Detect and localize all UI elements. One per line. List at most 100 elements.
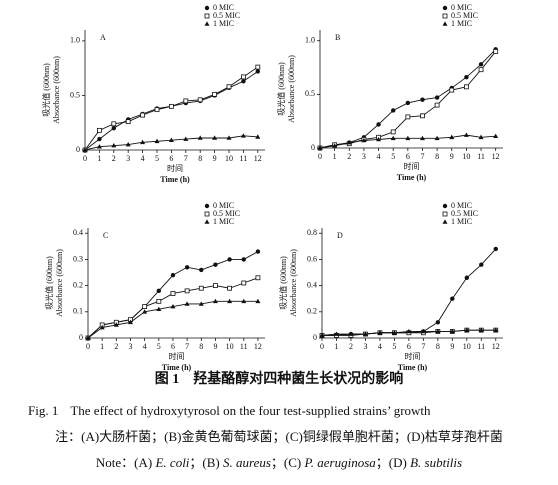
marker bbox=[85, 335, 91, 340]
marker bbox=[377, 330, 383, 335]
x-tick-label: 3 bbox=[126, 154, 130, 163]
x-tick-label: 4 bbox=[377, 152, 381, 161]
marker bbox=[362, 331, 368, 336]
marker bbox=[113, 322, 119, 327]
x-tick-label: 12 bbox=[254, 342, 262, 351]
x-tick-label: 10 bbox=[226, 342, 234, 351]
marker bbox=[435, 328, 441, 334]
y-label: Absorbance (600nm) bbox=[55, 249, 64, 317]
series-line bbox=[319, 51, 497, 149]
marker bbox=[434, 95, 440, 100]
x-tick-label: 6 bbox=[169, 154, 173, 163]
x-tick-label: 5 bbox=[155, 154, 159, 163]
marker bbox=[127, 319, 133, 325]
marker bbox=[464, 75, 469, 80]
y-tick-label: 0.8 bbox=[307, 228, 317, 237]
x-tick-label: 12 bbox=[492, 342, 500, 351]
marker bbox=[449, 328, 455, 334]
x-label: Time (h) bbox=[397, 173, 427, 182]
x-label-cn: 时间 bbox=[167, 163, 183, 173]
marker bbox=[204, 13, 210, 19]
series-line bbox=[319, 48, 497, 149]
y-tick-label: 0.4 bbox=[73, 228, 83, 237]
marker bbox=[111, 121, 117, 127]
marker bbox=[479, 262, 484, 267]
marker bbox=[204, 219, 210, 224]
marker bbox=[464, 275, 469, 280]
marker bbox=[463, 84, 469, 90]
marker bbox=[212, 135, 218, 140]
y-tick-label: 0.2 bbox=[307, 307, 317, 316]
x-tick-label: 1 bbox=[100, 342, 104, 351]
legend-label: 0 MIC bbox=[451, 201, 472, 210]
marker bbox=[156, 306, 162, 311]
marker bbox=[493, 133, 499, 138]
marker bbox=[227, 285, 233, 291]
marker bbox=[227, 298, 233, 304]
y-tick-label: 0.6 bbox=[307, 254, 317, 263]
y-label: Absorbance (600nm) bbox=[287, 55, 296, 123]
marker bbox=[435, 320, 441, 325]
marker bbox=[170, 272, 176, 278]
marker bbox=[170, 303, 176, 309]
x-label-cn: 时间 bbox=[404, 161, 420, 171]
caption-title-cn: 图 1 羟基酪醇对四种菌生长状况的影响 bbox=[155, 370, 404, 387]
marker bbox=[255, 249, 261, 254]
y-tick-label: 0 bbox=[79, 333, 83, 342]
marker bbox=[442, 211, 448, 217]
x-tick-label: 0 bbox=[320, 342, 324, 351]
x-tick-label: 7 bbox=[185, 342, 189, 351]
marker bbox=[184, 288, 190, 294]
note-segment: Note：(A) bbox=[96, 455, 156, 470]
y-label-cn: 吸光值 (600nm) bbox=[278, 256, 288, 310]
marker bbox=[390, 129, 396, 135]
x-tick-label: 11 bbox=[477, 152, 485, 161]
panel-label: A bbox=[100, 33, 106, 42]
marker bbox=[442, 13, 448, 19]
figure-number: 图 1 bbox=[155, 371, 180, 387]
marker bbox=[183, 136, 189, 141]
marker bbox=[420, 113, 425, 119]
marker bbox=[346, 140, 352, 145]
marker bbox=[333, 331, 339, 336]
marker bbox=[390, 135, 396, 141]
marker bbox=[442, 219, 448, 224]
x-tick-label: 10 bbox=[462, 152, 470, 161]
marker bbox=[154, 138, 160, 144]
x-tick-label: 11 bbox=[240, 342, 248, 351]
x-tick-label: 9 bbox=[213, 342, 217, 351]
marker bbox=[348, 331, 354, 336]
y-tick-label: 1.0 bbox=[305, 36, 315, 45]
marker bbox=[240, 133, 246, 138]
x-tick-label: 0 bbox=[86, 342, 90, 351]
marker bbox=[317, 145, 323, 150]
marker bbox=[241, 79, 246, 84]
marker bbox=[97, 127, 102, 133]
y-label: Absorbance (600nm) bbox=[289, 249, 298, 317]
x-tick-label: 12 bbox=[492, 152, 500, 161]
x-tick-label: 0 bbox=[318, 152, 322, 161]
legend-label: 0 MIC bbox=[451, 3, 472, 12]
legend-label: 0.5 MIC bbox=[213, 209, 240, 218]
x-label: Time (h) bbox=[398, 363, 428, 372]
marker bbox=[213, 283, 218, 289]
marker bbox=[204, 203, 210, 209]
marker bbox=[493, 246, 498, 252]
x-tick-label: 8 bbox=[199, 342, 203, 351]
figure-number: Fig. 1 bbox=[28, 403, 58, 418]
x-label-cn: 时间 bbox=[169, 351, 185, 361]
marker bbox=[449, 87, 455, 93]
note-cn: 注：(A)大肠杆菌；(B)金黄色葡萄球菌；(C)铜绿假单胞杆菌；(D)枯草芽孢杆… bbox=[55, 429, 503, 445]
note-segment: ；(B) bbox=[189, 455, 223, 471]
x-tick-label: 4 bbox=[141, 154, 145, 163]
note-segment: S. aureus bbox=[223, 455, 271, 470]
marker bbox=[111, 143, 117, 148]
marker bbox=[154, 107, 160, 113]
marker bbox=[442, 5, 448, 11]
y-tick-label: 0.5 bbox=[305, 89, 315, 98]
marker bbox=[391, 108, 396, 113]
y-tick-label: 1.0 bbox=[70, 36, 80, 45]
marker bbox=[199, 267, 204, 273]
marker bbox=[156, 288, 161, 294]
